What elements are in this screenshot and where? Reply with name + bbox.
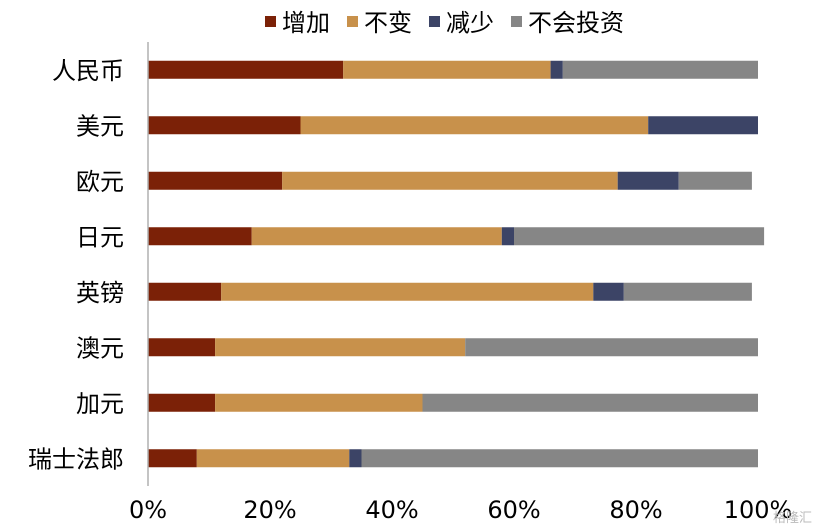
x-tick-label: 80% bbox=[609, 496, 662, 524]
bar-segment bbox=[501, 227, 514, 246]
watermark-text: 格隆汇 bbox=[773, 510, 812, 526]
bar-segment bbox=[282, 171, 618, 190]
x-tick-label: 60% bbox=[487, 496, 540, 524]
bar-segment bbox=[221, 282, 594, 301]
bar-segment bbox=[215, 393, 423, 412]
legend-swatch bbox=[347, 16, 358, 27]
bar-row bbox=[148, 282, 752, 301]
bar-row bbox=[148, 116, 758, 135]
bar-segment bbox=[623, 282, 752, 301]
category-label: 欧元 bbox=[76, 168, 124, 196]
legend-item: 减少 bbox=[429, 9, 494, 37]
legend-label: 减少 bbox=[446, 9, 494, 37]
bar-segment bbox=[343, 60, 551, 79]
legend-label: 增加 bbox=[282, 9, 330, 37]
category-label: 人民币 bbox=[52, 57, 124, 85]
legend-swatch bbox=[265, 16, 276, 27]
category-label: 加元 bbox=[76, 390, 124, 418]
bar-segment bbox=[550, 60, 563, 79]
x-tick-label: 100% bbox=[724, 496, 793, 524]
bar-row bbox=[148, 227, 765, 246]
x-tick-label: 20% bbox=[243, 496, 296, 524]
bar-segment bbox=[148, 171, 283, 190]
bar-segment bbox=[148, 449, 197, 468]
bar-segment bbox=[251, 227, 502, 246]
legend-item: 不变 bbox=[347, 9, 412, 37]
bar-segment bbox=[215, 338, 466, 357]
bar-segment bbox=[648, 116, 758, 135]
bar-row bbox=[148, 338, 758, 357]
plot-area bbox=[148, 60, 765, 468]
bar-row bbox=[148, 393, 758, 412]
category-label: 瑞士法郎 bbox=[28, 445, 124, 473]
legend-item: 不会投资 bbox=[511, 9, 624, 37]
bar-row bbox=[148, 171, 752, 190]
bar-segment bbox=[593, 282, 624, 301]
bar-segment bbox=[349, 449, 362, 468]
bar-row bbox=[148, 60, 758, 79]
category-label: 英镑 bbox=[76, 279, 124, 307]
bar-segment bbox=[678, 171, 752, 190]
legend-swatch bbox=[511, 16, 522, 27]
bar-segment bbox=[148, 227, 252, 246]
bar-segment bbox=[465, 338, 758, 357]
bar-segment bbox=[361, 449, 758, 468]
legend-swatch bbox=[429, 16, 440, 27]
bar-segment bbox=[617, 171, 679, 190]
x-axis-labels: 0% 20% 40% 60% 80% 100% bbox=[129, 496, 792, 524]
bar-segment bbox=[514, 227, 765, 246]
bar-row bbox=[148, 449, 758, 468]
legend-label: 不会投资 bbox=[528, 9, 624, 37]
x-tick-label: 40% bbox=[365, 496, 418, 524]
bar-segment bbox=[300, 116, 649, 135]
bar-segment bbox=[148, 60, 344, 79]
category-label: 日元 bbox=[76, 223, 124, 251]
category-label: 美元 bbox=[76, 112, 124, 140]
bar-segment bbox=[148, 282, 222, 301]
category-label: 澳元 bbox=[76, 334, 124, 362]
bar-segment bbox=[196, 449, 350, 468]
legend-label: 不变 bbox=[364, 9, 412, 37]
bar-segment bbox=[148, 393, 216, 412]
legend: 增加 不变 减少 不会投资 bbox=[265, 9, 624, 37]
legend-item: 增加 bbox=[265, 9, 330, 37]
bar-segment bbox=[148, 338, 216, 357]
bar-segment bbox=[148, 116, 301, 135]
bar-segment bbox=[562, 60, 758, 79]
bar-segment bbox=[422, 393, 758, 412]
x-tick-label: 0% bbox=[129, 496, 167, 524]
